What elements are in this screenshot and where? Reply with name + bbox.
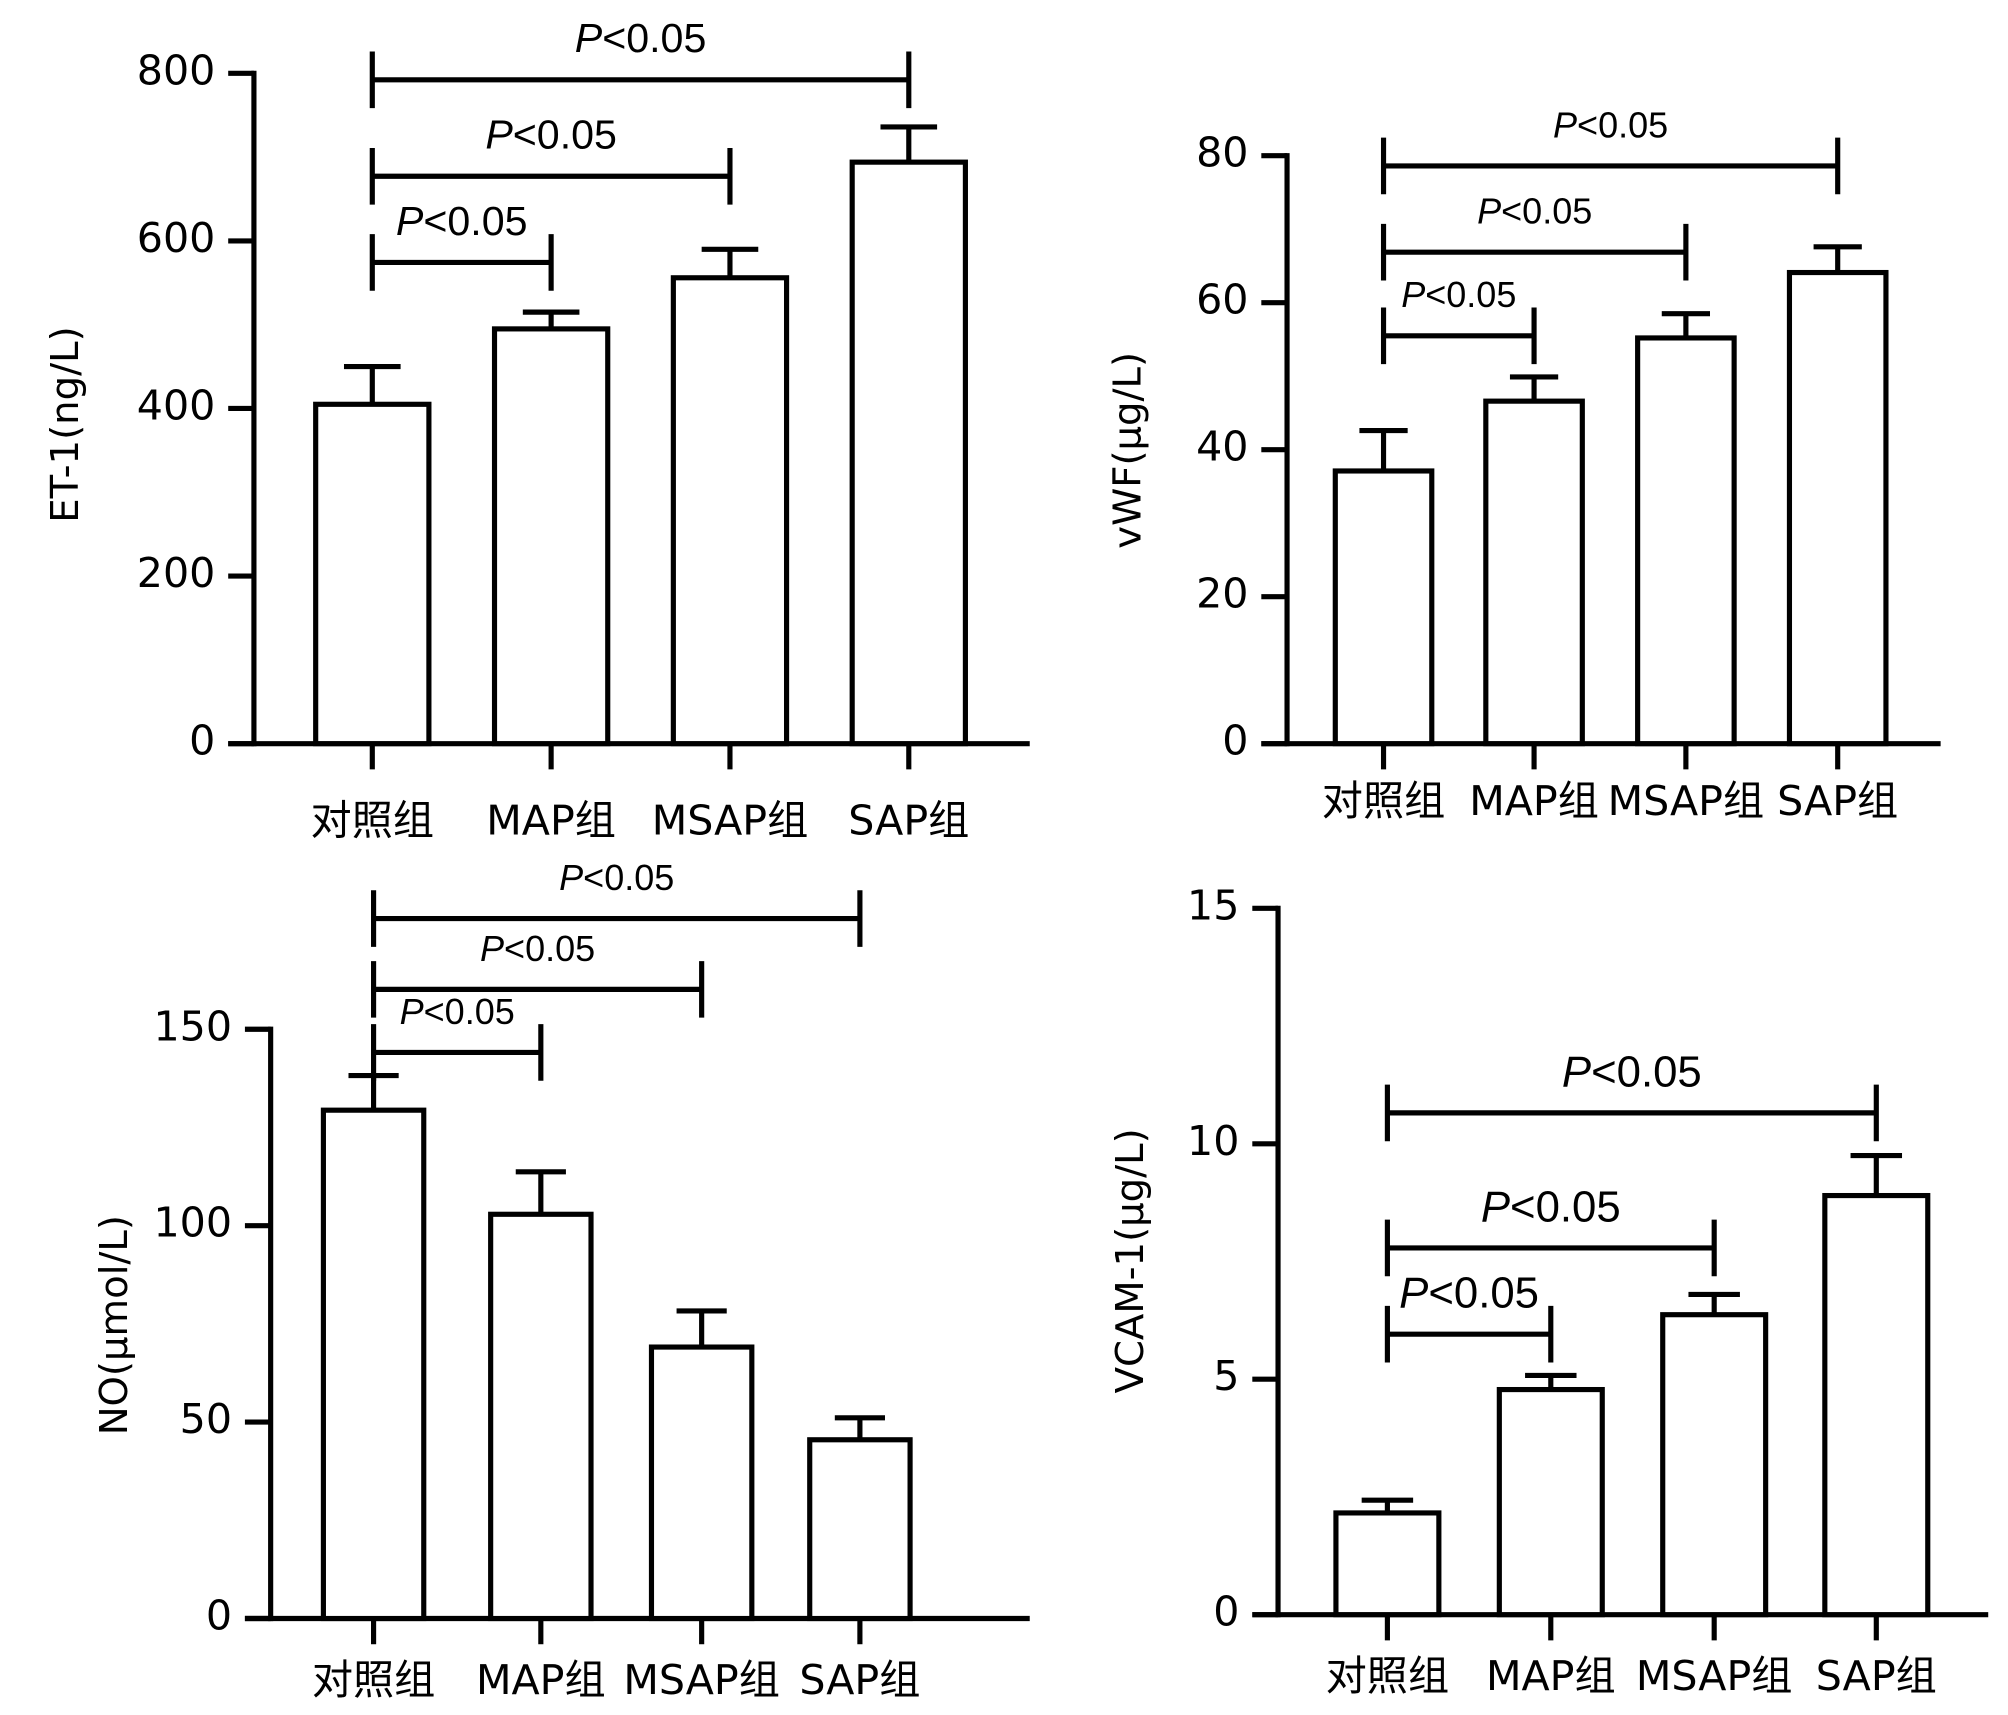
x-tick-label: 对照组	[311, 796, 434, 844]
error-bar	[1688, 1291, 1740, 1315]
x-tick-label: MSAP组	[1608, 777, 1765, 825]
bar	[488, 1211, 594, 1622]
y-axis-label: ET-1(ng/L)	[43, 326, 88, 522]
y-tick-label: 10	[1187, 1117, 1239, 1165]
y-tick-label: 15	[1187, 881, 1239, 929]
x-tick-label: MAP组	[1469, 777, 1599, 825]
y-tick-label: 0	[189, 717, 215, 765]
y-tick-label: 0	[1213, 1588, 1239, 1636]
significance-bracket	[1384, 1219, 1717, 1277]
significance-bracket	[1380, 137, 1841, 195]
x-tick-label: SAP组	[848, 796, 969, 844]
bar	[491, 326, 611, 747]
bar	[670, 275, 790, 747]
significance-bracket	[369, 147, 733, 205]
significance-bracket	[1384, 1084, 1879, 1142]
y-tick-label: 5	[1213, 1352, 1239, 1400]
y-tick-label: 0	[1222, 717, 1248, 765]
significance-bracket	[1380, 307, 1537, 365]
y-axis-label: vWF(μg/L)	[1106, 352, 1151, 549]
error-bar	[676, 1308, 727, 1348]
bar	[807, 1437, 913, 1622]
error-bar	[834, 1415, 885, 1440]
y-tick-label: 50	[180, 1395, 232, 1443]
significance-label: P<0.05	[1401, 274, 1516, 315]
x-tick-label: MAP组	[486, 796, 616, 844]
bar	[1333, 1510, 1442, 1618]
significance-bracket	[371, 890, 863, 947]
y-tick-label: 600	[137, 214, 216, 262]
significance-label: P<0.05	[1553, 104, 1668, 145]
significance-bracket	[369, 234, 554, 291]
significance-label: P<0.05	[396, 198, 528, 244]
x-tick-label: 对照组	[1322, 777, 1445, 825]
significance-bracket	[369, 51, 912, 109]
y-tick-label: 0	[206, 1592, 232, 1640]
bar	[1635, 335, 1737, 747]
x-tick-label: MSAP组	[652, 796, 809, 844]
y-axis-label: NO(μmol/L)	[92, 1215, 137, 1435]
x-tick-label: SAP组	[799, 1656, 920, 1704]
bar	[1332, 468, 1435, 747]
y-axis-label: VCAM-1(μg/L)	[1108, 1128, 1153, 1393]
y-tick-label: 60	[1196, 276, 1248, 324]
y-tick-label: 100	[153, 1199, 232, 1247]
x-tick-label: MSAP组	[623, 1656, 780, 1704]
bar	[1822, 1192, 1931, 1618]
significance-label: P<0.05	[559, 857, 674, 898]
y-tick-label: 20	[1196, 570, 1248, 618]
bar	[1660, 1312, 1769, 1618]
significance-label: P<0.05	[480, 927, 595, 968]
bar	[849, 159, 968, 747]
y-tick-label: 80	[1196, 129, 1248, 177]
significance-label: P<0.05	[1477, 190, 1592, 231]
significance-bracket	[1380, 223, 1689, 281]
bar	[1483, 398, 1585, 747]
y-tick-label: 400	[137, 381, 216, 429]
bar	[648, 1344, 755, 1622]
error-bar	[1509, 374, 1559, 402]
x-tick-label: MSAP组	[1636, 1652, 1793, 1700]
significance-label: P<0.05	[1562, 1047, 1702, 1096]
error-bar	[701, 246, 759, 278]
significance-label: P<0.05	[485, 112, 617, 158]
bar	[1496, 1386, 1605, 1618]
y-tick-label: 200	[137, 549, 216, 597]
error-bar	[880, 124, 938, 163]
x-tick-label: SAP组	[1777, 777, 1898, 825]
bar	[320, 1107, 427, 1622]
significance-bracket	[1384, 1305, 1554, 1363]
y-tick-label: 150	[153, 1002, 232, 1050]
significance-label: P<0.05	[575, 15, 707, 61]
error-bar	[522, 309, 580, 329]
significance-label: P<0.05	[1481, 1182, 1621, 1231]
error-bar	[1850, 1152, 1903, 1196]
error-bar	[1661, 311, 1711, 338]
error-bar	[343, 364, 401, 405]
error-bar	[1813, 244, 1862, 273]
y-tick-label: 40	[1196, 423, 1248, 471]
error-bar	[348, 1073, 399, 1111]
x-tick-label: SAP组	[1816, 1652, 1937, 1700]
x-tick-label: MAP组	[476, 1656, 606, 1704]
x-tick-label: 对照组	[1326, 1652, 1449, 1700]
bar	[313, 401, 432, 747]
significance-bracket	[371, 1024, 544, 1081]
bar	[1786, 269, 1889, 747]
significance-label: P<0.05	[1399, 1268, 1539, 1317]
error-bar	[1359, 427, 1408, 471]
x-tick-label: 对照组	[312, 1656, 435, 1704]
y-tick-label: 800	[137, 46, 216, 94]
error-bar	[515, 1169, 566, 1215]
significance-bracket	[371, 961, 705, 1018]
significance-label: P<0.05	[400, 990, 515, 1031]
x-tick-label: MAP组	[1486, 1652, 1616, 1700]
